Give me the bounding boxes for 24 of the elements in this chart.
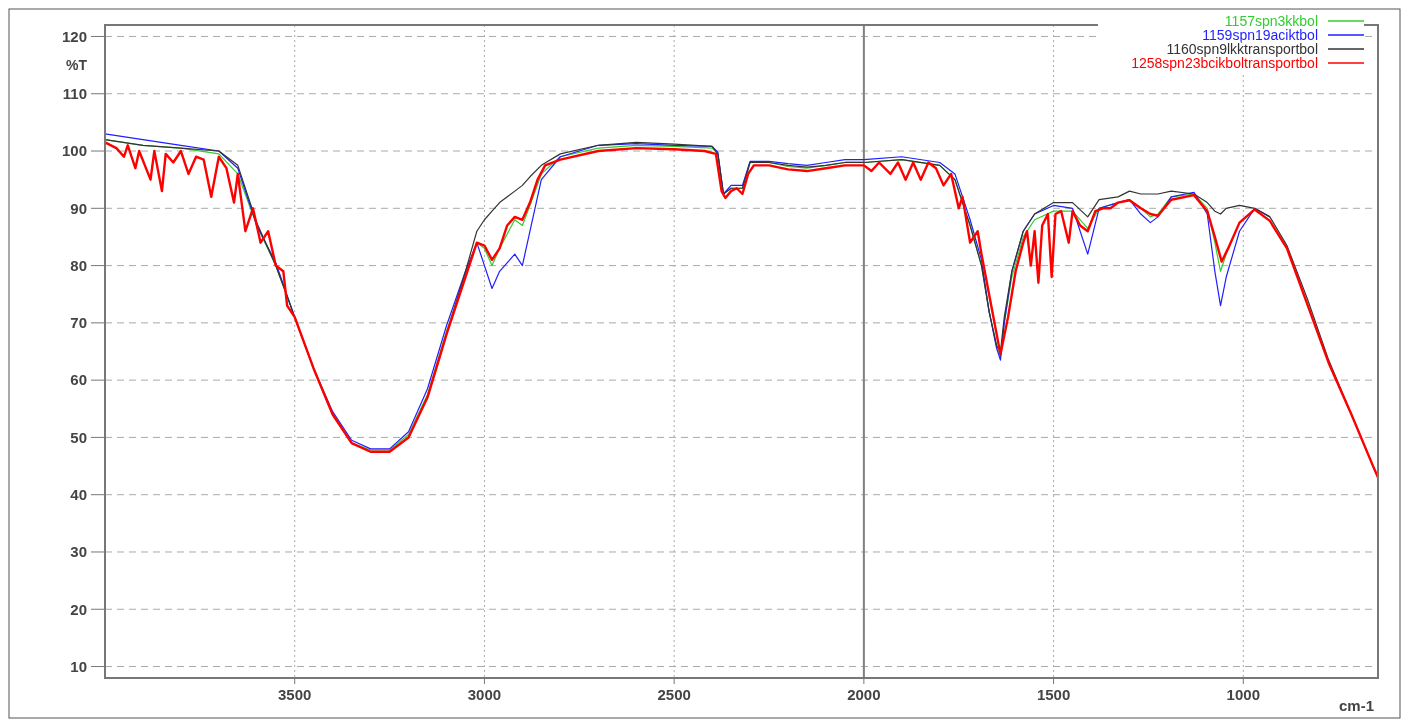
y-tick-label: 80 (70, 256, 87, 274)
legend-label: 1258spn23bcikboltransportbol (1131, 55, 1318, 71)
y-tick-label: 110 (62, 84, 87, 102)
x-tick-label: 2500 (657, 686, 691, 703)
y-tick-label: 50 (70, 428, 87, 446)
y-tick-label: 30 (70, 543, 87, 561)
y-tick-label: 100 (61, 142, 87, 160)
y-tick-label: 70 (70, 314, 87, 332)
x-tick-label: 2000 (847, 686, 881, 703)
y-tick-label: 90 (70, 199, 87, 217)
y-tick-label: 120 (61, 27, 87, 45)
legend-label: 1157spn3kkbol (1224, 13, 1318, 29)
x-tick-label: 1000 (1226, 686, 1260, 703)
y-tick-label: 60 (70, 371, 87, 389)
y-tick-label: 10 (70, 657, 87, 675)
x-tick-label: 1500 (1036, 686, 1071, 703)
y-axis-title: %T (66, 57, 88, 73)
x-tick-label: 3500 (278, 686, 312, 703)
y-tick-label: 20 (70, 600, 87, 618)
legend-label: 1160spn9lkktransportbol (1166, 41, 1318, 57)
x-axis-title: cm-1 (1338, 697, 1374, 714)
legend-label: 1159spn19aciktbol (1202, 27, 1318, 43)
x-tick-label: 3000 (467, 686, 502, 703)
y-tick-label: 40 (70, 485, 87, 503)
